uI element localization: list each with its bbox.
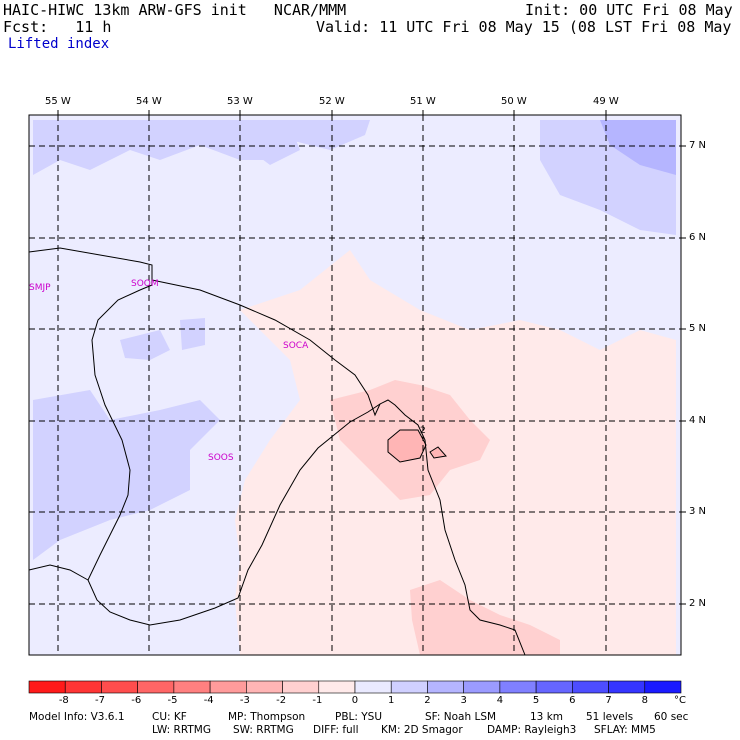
footer-item: SFLAY: MM5 [594, 724, 656, 736]
stable-region-west [33, 390, 220, 560]
footer-item: CU: KF [152, 711, 187, 723]
valid-time: Valid: 11 UTC Fri 08 May 15 (08 LST Fri … [316, 18, 740, 36]
border-brazil-west [28, 564, 89, 581]
colorbar-tick-label: 3 [460, 695, 467, 706]
station-soom: SOOM [131, 279, 159, 289]
colorbar-swatch [644, 680, 682, 694]
colorbar-swatch [463, 680, 501, 694]
unstable-region-coast [410, 580, 560, 655]
footer-item: DIFF: full [313, 724, 359, 736]
colorbar-swatch [572, 680, 609, 694]
lon-label-53w: 53 W [227, 96, 253, 107]
contour-minus-2-small [429, 446, 447, 459]
lon-label-54w: 54 W [136, 96, 162, 107]
colorbar-swatch [282, 680, 320, 694]
footer-item: 51 levels [586, 711, 634, 723]
field-name: Lifted index [8, 36, 110, 52]
colorbar-tick-label: -3 [239, 695, 250, 706]
colorbar-swatch [64, 680, 102, 694]
ticks [57, 110, 686, 605]
contour-label: 2 [420, 426, 426, 436]
lat-label-6n: 6 N [689, 232, 707, 243]
footer-item: Model Info: V3.6.1 [29, 711, 125, 723]
stable-core-northeast [600, 120, 676, 175]
colorbar-tick-label: -4 [203, 695, 214, 706]
colorbar-swatch [28, 680, 66, 694]
lon-label-50w: 50 W [501, 96, 527, 107]
colorbar-swatch [173, 680, 211, 694]
model-title: HAIC-HIWC 13km ARW-GFS init NCAR/MMM [3, 1, 347, 19]
colorbar-swatch [427, 680, 464, 694]
colorbar-tick-label: -2 [276, 695, 287, 706]
lon-label-52w: 52 W [319, 96, 345, 107]
lon-label-55w: 55 W [45, 96, 71, 107]
lat-lon-grid [29, 115, 681, 655]
lat-label-2n: 2 N [689, 598, 707, 609]
footer-item: 13 km [530, 711, 564, 723]
stable-patch-3 [250, 125, 300, 165]
colorbar-tick-label: 6 [569, 695, 576, 706]
colorbar-swatch [246, 680, 283, 694]
colorbar-unit: °C [674, 695, 686, 706]
colorbar-tick-label: 8 [641, 695, 648, 706]
stable-patch-1 [120, 330, 170, 360]
init-time: Init: 00 UTC Fri 08 May 15 [525, 1, 740, 19]
lat-label-3n: 3 N [689, 506, 707, 517]
contour-minus-2 [387, 429, 427, 463]
colorbar-tick-label: 7 [605, 695, 612, 706]
colorbar-swatch [608, 680, 646, 694]
colorbar-tick-label: 2 [424, 695, 431, 706]
forecast-hour: Fcst: 11 h [3, 18, 112, 36]
footer-item: SF: Noah LSM [425, 711, 497, 723]
colorbar-swatch [499, 680, 537, 694]
footer-item: PBL: YSU [335, 711, 383, 723]
colorbar-swatch [390, 680, 428, 694]
colorbar-tick-label: -5 [167, 695, 178, 706]
coastline-french-guiana [151, 279, 526, 656]
map-frame [28, 114, 682, 656]
stable-patch-2 [180, 318, 205, 350]
colorbar-tick-label: -7 [95, 695, 106, 706]
lat-label-4n: 4 N [689, 415, 707, 426]
footer-item: 60 sec [654, 711, 689, 723]
colorbar-tick-label: -8 [58, 695, 69, 706]
colorbar [28, 680, 682, 694]
colorbar-swatch [535, 680, 573, 694]
colorbar-swatch [318, 680, 356, 694]
colorbar-tick-label: 5 [532, 695, 540, 706]
border-suriname [28, 247, 381, 626]
colorbar-swatch [137, 680, 175, 694]
station-smjp: SMJP [29, 283, 51, 293]
colorbar-tick-label: 4 [496, 695, 504, 706]
lon-label-49w: 49 W [593, 96, 619, 107]
lat-label-5n: 5 N [689, 323, 707, 334]
colorbar-tick-label: 1 [388, 695, 395, 706]
colorbar-tick-label: 0 [351, 695, 359, 706]
station-soos: SOOS [208, 453, 234, 463]
colorbar-swatch [209, 680, 247, 694]
footer-item: DAMP: Rayleigh3 [487, 724, 577, 736]
colorbar-tick-label: -6 [131, 695, 142, 706]
footer-item: KM: 2D Smagor [381, 724, 463, 736]
lon-label-51w: 51 W [410, 96, 436, 107]
colorbar-swatch [101, 680, 138, 694]
footer-item: SW: RRTMG [233, 724, 294, 736]
footer-item: LW: RRTMG [152, 724, 211, 736]
footer-item: MP: Thompson [228, 711, 306, 723]
colorbar-tick-label: -1 [312, 695, 323, 706]
lat-label-7n: 7 N [689, 140, 707, 151]
station-soca: SOCA [283, 341, 309, 351]
colorbar-swatch [354, 680, 392, 694]
